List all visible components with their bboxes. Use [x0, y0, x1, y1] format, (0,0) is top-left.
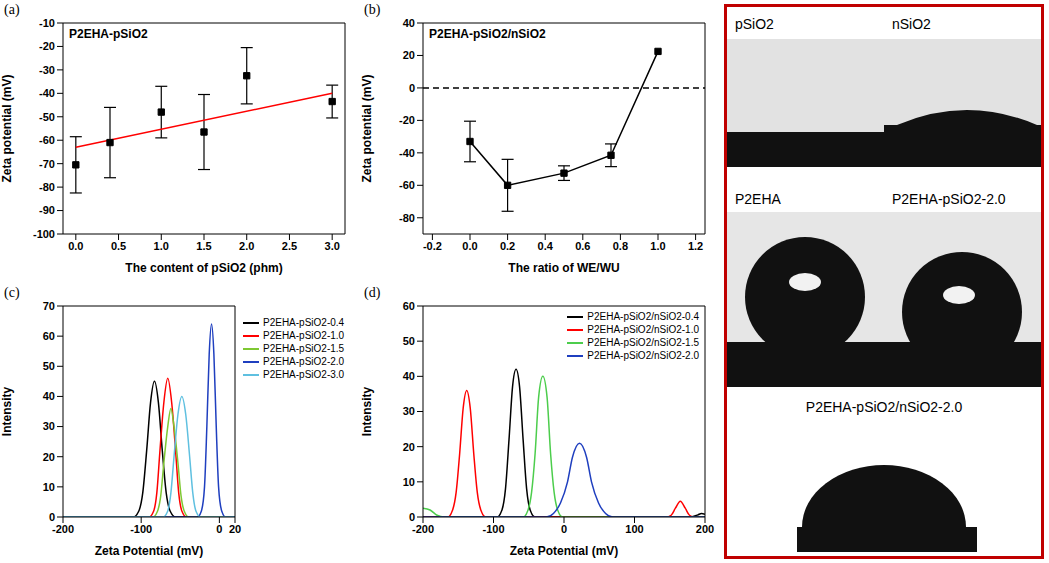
html-text:P2EHA-pSiO2-1.5: P2EHA-pSiO2-1.5	[263, 343, 345, 354]
svg-text:0: 0	[49, 511, 55, 523]
svg-text:-60: -60	[399, 179, 415, 191]
svg-text:-20: -20	[39, 40, 55, 52]
svg-text:200: 200	[696, 523, 714, 535]
svg-text:The content of pSiO2 (phm): The content of pSiO2 (phm)	[125, 261, 282, 275]
svg-text:0: 0	[409, 82, 415, 94]
html-text:P2EHA-pSiO2/nSiO2: P2EHA-pSiO2/nSiO2	[429, 27, 546, 41]
html-text:P2EHA-pSiO2-1.0: P2EHA-pSiO2-1.0	[263, 330, 345, 341]
svg-text:60: 60	[43, 330, 55, 342]
svg-text:0.8: 0.8	[613, 240, 628, 252]
svg-text:Zeta Potential (mV): Zeta Potential (mV)	[95, 544, 204, 558]
svg-text:1.5: 1.5	[196, 240, 211, 252]
svg-text:20: 20	[43, 451, 55, 463]
svg-text:10: 10	[43, 481, 55, 493]
html-text:(b): (b)	[364, 2, 381, 17]
svg-text:1.2: 1.2	[688, 240, 703, 252]
svg-text:60: 60	[403, 300, 415, 312]
html-text:P2EHA-pSiO2/nSiO2-1.5: P2EHA-pSiO2/nSiO2-1.5	[587, 337, 699, 348]
svg-text:-50: -50	[39, 111, 55, 123]
svg-text:0.2: 0.2	[500, 240, 515, 252]
svg-text:40: 40	[403, 17, 415, 29]
svg-text:-20: -20	[399, 114, 415, 126]
html-text:P2EHA-pSiO2/nSiO2-2.0: P2EHA-pSiO2/nSiO2-2.0	[587, 350, 699, 361]
svg-text:50: 50	[43, 360, 55, 372]
html-text:(d): (d)	[364, 285, 381, 300]
svg-text:Zeta potential (mV): Zeta potential (mV)	[360, 74, 374, 182]
svg-text:-0.2: -0.2	[423, 240, 442, 252]
html-text:(c): (c)	[4, 285, 20, 300]
svg-text:Intensity: Intensity	[360, 387, 374, 437]
svg-text:0.0: 0.0	[68, 240, 83, 252]
svg-text:-40: -40	[39, 87, 55, 99]
svg-text:P2EHA-pSiO2/nSiO2-2.0: P2EHA-pSiO2/nSiO2-2.0	[806, 399, 963, 415]
svg-text:40: 40	[403, 370, 415, 382]
html-text:P2EHA-pSiO2-2.0: P2EHA-pSiO2-2.0	[263, 356, 345, 367]
svg-text:P2EHA-pSiO2-2.0: P2EHA-pSiO2-2.0	[892, 191, 1006, 207]
svg-text:0: 0	[409, 511, 415, 523]
svg-text:-200: -200	[52, 523, 74, 535]
svg-text:pSiO2: pSiO2	[735, 16, 774, 32]
svg-text:10: 10	[403, 476, 415, 488]
svg-text:0.0: 0.0	[462, 240, 477, 252]
svg-text:20: 20	[403, 441, 415, 453]
svg-text:30: 30	[403, 405, 415, 417]
svg-text:20: 20	[403, 49, 415, 61]
svg-text:Zeta potential (mV): Zeta potential (mV)	[0, 74, 14, 182]
svg-text:Intensity: Intensity	[0, 387, 14, 437]
svg-text:40: 40	[43, 390, 55, 402]
svg-text:-80: -80	[39, 181, 55, 193]
html-text:P2EHA-pSiO2-0.4: P2EHA-pSiO2-0.4	[263, 317, 345, 328]
html-text:P2EHA-pSiO2: P2EHA-pSiO2	[69, 27, 148, 41]
svg-text:2.5: 2.5	[282, 240, 297, 252]
svg-text:2.0: 2.0	[239, 240, 254, 252]
svg-text:-100: -100	[33, 228, 55, 240]
svg-text:50: 50	[403, 335, 415, 347]
svg-text:-100: -100	[130, 523, 152, 535]
svg-text:3.0: 3.0	[325, 240, 340, 252]
svg-text:20: 20	[229, 523, 241, 535]
svg-text:nSiO2: nSiO2	[892, 16, 931, 32]
svg-text:-60: -60	[39, 134, 55, 146]
svg-text:100: 100	[625, 523, 643, 535]
svg-text:-70: -70	[39, 158, 55, 170]
svg-text:0: 0	[216, 523, 222, 535]
svg-text:-80: -80	[399, 212, 415, 224]
svg-text:Zeta Potential (mV): Zeta Potential (mV)	[510, 544, 619, 558]
html-text:P2EHA-pSiO2/nSiO2-0.4: P2EHA-pSiO2/nSiO2-0.4	[587, 311, 699, 322]
html-text:P2EHA-pSiO2/nSiO2-1.0: P2EHA-pSiO2/nSiO2-1.0	[587, 324, 699, 335]
svg-text:-200: -200	[412, 523, 434, 535]
svg-text:0: 0	[561, 523, 567, 535]
svg-text:30: 30	[43, 420, 55, 432]
svg-text:0.5: 0.5	[111, 240, 126, 252]
svg-text:-10: -10	[39, 17, 55, 29]
svg-text:0.6: 0.6	[575, 240, 590, 252]
html-text:(a): (a)	[4, 2, 20, 17]
svg-text:-90: -90	[39, 204, 55, 216]
svg-text:P2EHA: P2EHA	[735, 191, 782, 207]
html-text:P2EHA-pSiO2-3.0: P2EHA-pSiO2-3.0	[263, 369, 345, 380]
svg-text:-40: -40	[399, 147, 415, 159]
svg-text:-30: -30	[39, 64, 55, 76]
svg-text:1.0: 1.0	[154, 240, 169, 252]
svg-text:70: 70	[43, 300, 55, 312]
svg-text:-100: -100	[482, 523, 504, 535]
svg-text:0.4: 0.4	[538, 240, 554, 252]
svg-text:1.0: 1.0	[650, 240, 665, 252]
svg-text:The ratio of WE/WU: The ratio of WE/WU	[508, 261, 619, 275]
